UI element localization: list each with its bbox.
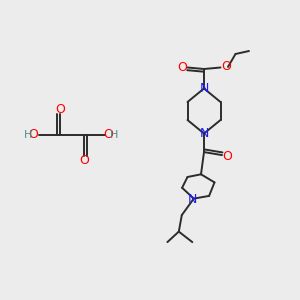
- Text: N: N: [199, 82, 209, 95]
- Text: O: O: [177, 61, 187, 74]
- Text: O: O: [223, 150, 232, 163]
- Text: O: O: [55, 103, 65, 116]
- Text: N: N: [188, 193, 197, 206]
- Text: O: O: [79, 154, 89, 167]
- Text: O: O: [221, 60, 231, 74]
- Text: O: O: [29, 128, 38, 142]
- Text: H: H: [110, 130, 118, 140]
- Text: N: N: [199, 127, 209, 140]
- Text: O: O: [104, 128, 113, 142]
- Text: H: H: [23, 130, 32, 140]
